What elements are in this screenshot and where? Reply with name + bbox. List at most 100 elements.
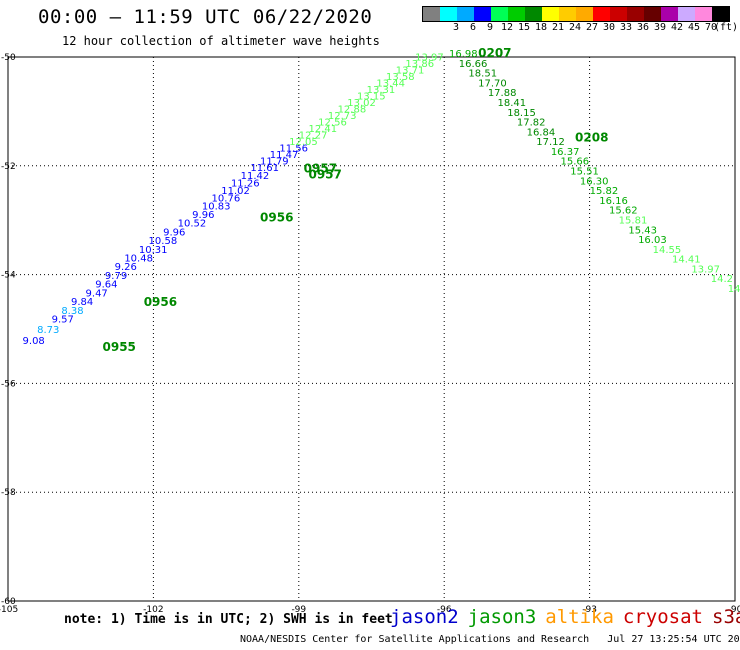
pass-time-label: 0957 xyxy=(308,167,341,181)
scale-swatch xyxy=(712,7,729,21)
scale-swatch xyxy=(542,7,559,21)
wave-height-reading: 10.52 xyxy=(178,219,207,230)
pass-time-label: 0955 xyxy=(103,340,136,354)
wave-height-reading: 13.44 xyxy=(376,78,405,89)
credit-line: NOAA/NESDIS Center for Satellite Applica… xyxy=(240,634,740,645)
wave-height-reading: 13.15 xyxy=(357,91,386,102)
wave-height-reading: 14.41 xyxy=(672,255,701,266)
wave-height-reading: 13.31 xyxy=(367,85,396,96)
longitude-tick-label: -99 xyxy=(291,605,306,615)
wave-height-reading: 10.83 xyxy=(202,201,231,212)
scale-swatch xyxy=(627,7,644,21)
wave-height-reading: 13.97 xyxy=(691,264,720,275)
wave-height-reading: 16.98 xyxy=(449,49,478,60)
wave-height-reading: 12.05 xyxy=(289,137,318,148)
wave-height-reading: 15.82 xyxy=(590,186,619,197)
latitude-tick-label: -60 xyxy=(1,597,16,607)
latitude-tick-label: -58 xyxy=(1,488,16,498)
latitude-tick-label: -54 xyxy=(1,271,16,281)
scale-label: 12 xyxy=(500,22,514,33)
wave-height-reading: 9.64 xyxy=(95,280,117,291)
wave-height-reading: 10.31 xyxy=(139,245,168,256)
wave-height-reading: 13.58 xyxy=(386,72,415,83)
wave-height-reading: 16.03 xyxy=(638,235,667,246)
satellite-altika: altika xyxy=(545,606,614,628)
satellite-cryosat: cryosat xyxy=(622,606,703,628)
longitude-tick-label: -93 xyxy=(582,605,597,615)
scale-swatch xyxy=(508,7,525,21)
wave-height-reading: 14 xyxy=(728,284,740,295)
wave-height-reading: 8.38 xyxy=(61,306,83,317)
wave-height-reading: 16.16 xyxy=(599,196,628,207)
scale-swatch xyxy=(678,7,695,21)
scale-label: 24 xyxy=(568,22,582,33)
longitude-tick-label: -90 xyxy=(728,605,740,615)
wave-height-reading: 9.57 xyxy=(52,314,74,325)
satellite-legend: jason2 jason3 altika cryosat s3a xyxy=(390,606,740,628)
longitude-tick-label: -105 xyxy=(0,605,18,615)
wave-height-reading: 8.73 xyxy=(37,325,59,336)
wave-height-reading: 12.56 xyxy=(318,118,347,129)
wave-height-reading: 9.96 xyxy=(192,210,214,221)
wave-height-reading: 15.66 xyxy=(561,157,590,168)
wave-height-reading: 15.51 xyxy=(570,167,599,178)
wave-height-reading: 11.47 xyxy=(270,150,299,161)
wave-height-reading: 14.2 xyxy=(711,274,733,285)
scale-swatch xyxy=(576,7,593,21)
scale-label: 33 xyxy=(619,22,633,33)
latitude-tick-label: -52 xyxy=(1,162,16,172)
scale-swatch xyxy=(695,7,712,21)
scale-label: 45 xyxy=(687,22,701,33)
wave-height-reading: 13.97 xyxy=(415,52,444,63)
scale-swatch xyxy=(525,7,542,21)
wave-height-reading: 17.82 xyxy=(517,118,546,129)
scale-swatch xyxy=(661,7,678,21)
scale-label: 70 xyxy=(704,22,718,33)
wave-height-reading: 9.26 xyxy=(115,262,137,273)
wave-height-reading: 12.41 xyxy=(308,124,337,135)
wave-height-reading: 12.88 xyxy=(338,104,367,115)
scale-label: 36 xyxy=(636,22,650,33)
scale-label: 21 xyxy=(551,22,565,33)
wave-height-reading: 11.61 xyxy=(250,163,279,174)
wave-height-reading: 11.79 xyxy=(260,157,289,168)
scale-swatch xyxy=(474,7,491,21)
latitude-tick-label: -56 xyxy=(1,379,16,389)
scale-swatch xyxy=(457,7,474,21)
units-note: note: 1) Time is in UTC; 2) SWH is in fe… xyxy=(64,612,393,627)
scale-label: 6 xyxy=(469,22,477,33)
pass-time-label: 0207 xyxy=(478,46,511,60)
scale-label: 9 xyxy=(486,22,494,33)
scale-swatch xyxy=(423,7,440,21)
scale-label: 3 xyxy=(452,22,460,33)
scale-swatch xyxy=(593,7,610,21)
satellite-jason3: jason3 xyxy=(467,606,537,628)
wave-height-color-scale xyxy=(422,6,730,22)
wave-height-reading: 16.66 xyxy=(459,59,488,70)
scale-swatch xyxy=(559,7,576,21)
page-title: 00:00 – 11:59 UTC 06/22/2020 xyxy=(38,6,373,28)
pass-time-label: 0956 xyxy=(260,210,293,224)
wave-height-reading: 16.84 xyxy=(527,127,556,138)
map-frame xyxy=(7,56,736,602)
wave-height-reading: 13.02 xyxy=(347,98,376,109)
wave-height-reading: 11.56 xyxy=(279,144,308,155)
wave-height-reading: 11.02 xyxy=(221,186,250,197)
wave-height-reading: 17.70 xyxy=(478,78,507,89)
scale-swatch xyxy=(610,7,627,21)
scale-label: 27 xyxy=(585,22,599,33)
pass-time-label: 0956 xyxy=(144,295,177,309)
wave-height-reading: 12.27 xyxy=(299,131,328,142)
wave-height-reading: 13.86 xyxy=(405,59,434,70)
scale-label: 15 xyxy=(517,22,531,33)
satellite-jason2: jason2 xyxy=(390,606,459,628)
wave-height-reading: 11.42 xyxy=(241,171,270,182)
wave-height-reading: 18.41 xyxy=(498,98,527,109)
wave-height-reading: 11.26 xyxy=(231,178,260,189)
wave-height-reading: 9.08 xyxy=(23,336,45,347)
wave-height-reading: 9.84 xyxy=(71,297,93,308)
wave-height-reading: 10.48 xyxy=(124,254,153,265)
wave-height-reading: 15.62 xyxy=(609,206,638,217)
page-subtitle: 12 hour collection of altimeter wave hei… xyxy=(62,34,380,48)
